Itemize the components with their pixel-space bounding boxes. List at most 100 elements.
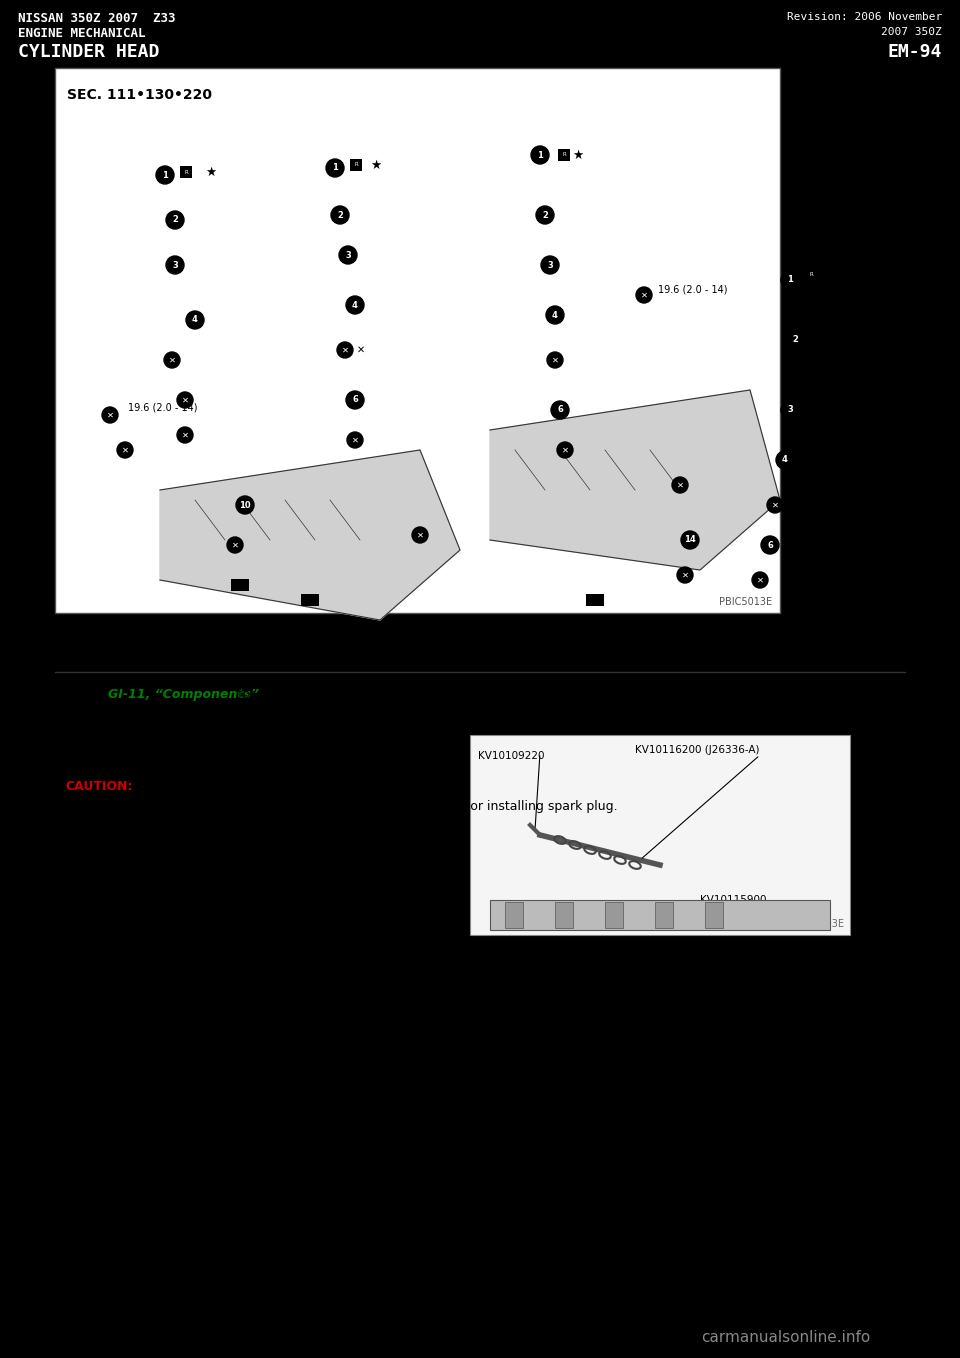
Text: 2: 2 bbox=[792, 335, 798, 345]
Text: ✕: ✕ bbox=[351, 436, 358, 444]
Text: ✕: ✕ bbox=[122, 445, 129, 455]
Circle shape bbox=[164, 352, 180, 368]
Circle shape bbox=[541, 257, 559, 274]
Text: 4: 4 bbox=[552, 311, 558, 319]
Circle shape bbox=[531, 147, 549, 164]
Circle shape bbox=[677, 568, 693, 583]
Text: ★: ★ bbox=[205, 166, 216, 178]
Text: Refer to: Refer to bbox=[65, 689, 119, 701]
Text: 3: 3 bbox=[172, 261, 178, 269]
Text: ✕: ✕ bbox=[682, 570, 688, 580]
Text: KV10116200 (J26336-A): KV10116200 (J26336-A) bbox=[635, 746, 759, 755]
Text: Revision: 2006 November: Revision: 2006 November bbox=[787, 12, 942, 22]
Circle shape bbox=[536, 206, 554, 224]
Circle shape bbox=[156, 166, 174, 183]
Text: PBIC5013E: PBIC5013E bbox=[719, 598, 772, 607]
Text: ✕: ✕ bbox=[342, 345, 348, 354]
Circle shape bbox=[786, 331, 804, 349]
Text: 3: 3 bbox=[547, 261, 553, 269]
Circle shape bbox=[186, 311, 204, 329]
Text: ★: ★ bbox=[370, 159, 381, 171]
Text: 1: 1 bbox=[162, 171, 168, 179]
Text: 14: 14 bbox=[684, 535, 696, 545]
Circle shape bbox=[672, 477, 688, 493]
Circle shape bbox=[177, 426, 193, 443]
Text: 10: 10 bbox=[239, 501, 251, 509]
Bar bbox=[586, 593, 604, 606]
Text: ✕: ✕ bbox=[756, 576, 763, 584]
Text: ENGINE MECHANICAL: ENGINE MECHANICAL bbox=[18, 27, 146, 39]
Bar bbox=[605, 902, 623, 928]
Text: 19.6 (2.0 - 14): 19.6 (2.0 - 14) bbox=[128, 403, 198, 413]
Text: 6: 6 bbox=[557, 406, 563, 414]
Circle shape bbox=[166, 257, 184, 274]
Circle shape bbox=[177, 392, 193, 407]
Text: ✕: ✕ bbox=[357, 345, 365, 354]
Text: 1. Remove spark plug with spark plug wrench.: 1. Remove spark plug with spark plug wre… bbox=[65, 750, 355, 763]
Text: ✕: ✕ bbox=[640, 291, 647, 300]
Circle shape bbox=[557, 441, 573, 458]
Text: R: R bbox=[563, 152, 565, 158]
Bar bbox=[180, 166, 192, 178]
Circle shape bbox=[412, 527, 428, 543]
Text: for symbol marks in the figure.: for symbol marks in the figure. bbox=[230, 689, 431, 701]
Circle shape bbox=[636, 287, 652, 303]
Bar bbox=[55, 68, 780, 612]
Text: R: R bbox=[354, 163, 358, 167]
Circle shape bbox=[347, 432, 363, 448]
Circle shape bbox=[681, 531, 699, 549]
Text: 4: 4 bbox=[782, 455, 788, 464]
Text: NISSAN 350Z 2007  Z33: NISSAN 350Z 2007 Z33 bbox=[18, 12, 176, 24]
Circle shape bbox=[752, 572, 768, 588]
Polygon shape bbox=[160, 449, 460, 621]
Text: 4: 4 bbox=[352, 300, 358, 310]
Text: ✕: ✕ bbox=[181, 395, 188, 405]
Circle shape bbox=[781, 401, 799, 420]
Circle shape bbox=[551, 401, 569, 420]
Bar bbox=[640, 288, 648, 301]
Circle shape bbox=[227, 536, 243, 553]
Circle shape bbox=[326, 159, 344, 177]
Circle shape bbox=[781, 272, 799, 289]
Text: NBS00010: NBS00010 bbox=[825, 655, 890, 668]
Bar bbox=[470, 735, 850, 936]
Bar bbox=[558, 149, 570, 162]
Text: carmanualsonline.info: carmanualsonline.info bbox=[701, 1329, 870, 1344]
Text: Disassembly and Assembly: Disassembly and Assembly bbox=[353, 655, 607, 674]
Text: ✕: ✕ bbox=[107, 410, 113, 420]
Text: 2: 2 bbox=[542, 210, 548, 220]
Circle shape bbox=[547, 352, 563, 368]
Text: ✕: ✕ bbox=[181, 430, 188, 440]
Text: R: R bbox=[809, 273, 813, 277]
Text: 2: 2 bbox=[172, 216, 178, 224]
Text: KV10115900: KV10115900 bbox=[700, 895, 766, 904]
Text: 6: 6 bbox=[352, 395, 358, 405]
Bar bbox=[555, 902, 573, 928]
Bar bbox=[0, 0, 960, 60]
Text: 4: 4 bbox=[192, 315, 198, 325]
Text: SEC. 111•130•220: SEC. 111•130•220 bbox=[67, 88, 212, 102]
Bar bbox=[805, 269, 817, 281]
Text: ✕: ✕ bbox=[417, 531, 423, 539]
Text: EM-94: EM-94 bbox=[888, 43, 942, 61]
Bar bbox=[301, 593, 319, 606]
Text: 6: 6 bbox=[767, 540, 773, 550]
Circle shape bbox=[331, 206, 349, 224]
Text: R: R bbox=[184, 170, 188, 174]
Circle shape bbox=[761, 536, 779, 554]
Circle shape bbox=[776, 451, 794, 469]
Text: CAUTION:: CAUTION: bbox=[65, 779, 132, 793]
Text: GI-11, “Components”: GI-11, “Components” bbox=[108, 689, 259, 701]
Text: Be careful not to damage the signal plate (POS) when removing or installing spar: Be careful not to damage the signal plat… bbox=[65, 800, 617, 813]
Text: 2: 2 bbox=[337, 210, 343, 220]
Text: ★: ★ bbox=[810, 269, 821, 281]
Text: ✕: ✕ bbox=[169, 356, 176, 364]
Circle shape bbox=[117, 441, 133, 458]
Text: 3: 3 bbox=[787, 406, 793, 414]
Bar bbox=[350, 159, 362, 171]
Circle shape bbox=[337, 342, 353, 359]
Circle shape bbox=[339, 246, 357, 263]
Text: ✕: ✕ bbox=[562, 445, 568, 455]
Bar bbox=[490, 900, 830, 930]
Circle shape bbox=[236, 496, 254, 513]
